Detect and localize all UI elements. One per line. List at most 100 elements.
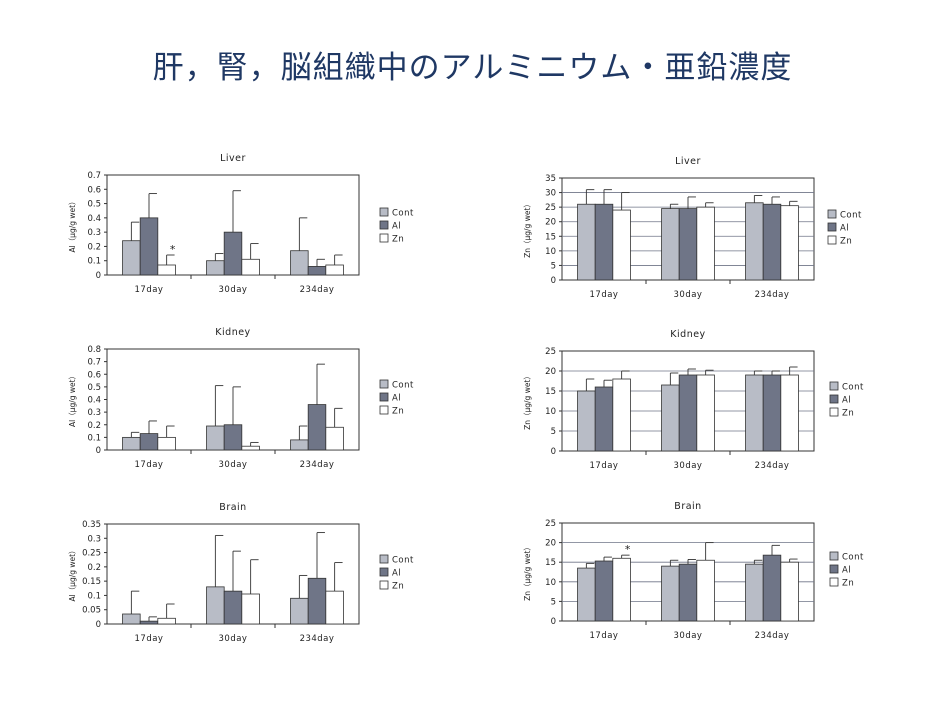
y-tick-label: 0.4 — [87, 396, 101, 406]
bar-cont-17day — [122, 613, 141, 625]
chart-title: Brain — [219, 502, 246, 513]
legend-label-al: Al — [840, 224, 849, 234]
bar-cont-234day — [290, 250, 309, 276]
bar-al-17day — [139, 620, 159, 625]
bar-al-17day — [139, 433, 159, 451]
y-axis-label: Al（μg/g wet） — [68, 197, 77, 252]
bar-cont-30day — [206, 260, 225, 276]
y-tick-label: 0.5 — [87, 200, 101, 210]
legend-swatch-cont — [379, 554, 389, 564]
legend-swatch-cont — [379, 379, 389, 389]
y-tick-label: 10 — [545, 578, 556, 588]
chart-brain-zn: Brain 0 5 10 15 20 25 Zn（μg/g wet） 17day 30day 234… — [523, 501, 864, 641]
bar-zn-17day — [612, 557, 631, 622]
legend-label-cont: Cont — [842, 383, 864, 393]
y-axis-label: Al（μg/g wet） — [68, 546, 77, 601]
bar-zn-30day — [696, 206, 715, 281]
y-tick-label: 0.7 — [87, 171, 101, 181]
x-tick-label: 30day — [674, 461, 703, 471]
y-tick-label: 0.3 — [87, 534, 101, 544]
bar-zn-17day — [612, 378, 631, 452]
legend-label-al: Al — [392, 222, 401, 232]
y-tick-label: 0.15 — [82, 577, 101, 587]
y-tick-label: 15 — [545, 387, 556, 397]
significance-marker: * — [625, 543, 631, 556]
y-tick-label: 0.8 — [87, 345, 101, 355]
y-tick-label: 5 — [551, 597, 556, 607]
legend-swatch-al — [379, 220, 389, 230]
legend-label-cont: Cont — [392, 556, 414, 566]
bar-al-234day — [307, 404, 327, 451]
bar-zn-234day — [325, 264, 344, 276]
y-tick-label: 0 — [551, 447, 556, 457]
bar-zn-17day — [157, 264, 176, 276]
bar-zn-234day — [325, 590, 344, 625]
legend-label-al: Al — [842, 396, 851, 406]
y-tick-label: 5 — [551, 261, 556, 271]
significance-marker: * — [170, 243, 176, 256]
chart-liver-al: Liver 0 0.1 0.2 0.3 0.4 0.5 0.6 0.7 Al（μg/g wet） 1… — [68, 153, 414, 295]
bar-al-234day — [762, 203, 782, 281]
y-tick-label: 15 — [545, 558, 556, 568]
x-tick-label: 30day — [219, 285, 248, 295]
chart-brain-al: Brain 0 0.05 0.1 0.15 0.2 0.25 0.3 0.35 Al（μg/g w… — [68, 502, 414, 644]
bar-cont-17day — [122, 240, 141, 276]
bar-cont-234day — [290, 597, 309, 625]
x-tick-label: 234day — [300, 460, 335, 470]
x-tick-label: 30day — [674, 631, 703, 641]
legend-label-al: Al — [392, 569, 401, 579]
x-tick-label: 17day — [135, 460, 164, 470]
legend-swatch-zn — [829, 407, 839, 417]
y-tick-label: 0 — [96, 446, 101, 456]
bar-zn-234day — [780, 374, 799, 452]
chart-title: Brain — [674, 501, 701, 512]
y-tick-label: 5 — [551, 427, 556, 437]
bar-cont-17day — [577, 390, 596, 452]
x-tick-label: 17day — [590, 631, 619, 641]
bar-zn-30day — [241, 445, 260, 451]
legend-swatch-zn — [379, 233, 389, 243]
x-tick-label: 234day — [755, 461, 790, 471]
bar-al-30day — [678, 374, 698, 452]
legend-swatch-zn — [379, 405, 389, 415]
x-tick-label: 30day — [219, 634, 248, 644]
legend-label-cont: Cont — [840, 211, 862, 221]
legend-label-zn: Zn — [842, 409, 854, 419]
bar-al-30day — [223, 231, 243, 276]
x-tick-label: 17day — [135, 634, 164, 644]
legend-swatch-zn — [827, 235, 837, 245]
x-tick-label: 234day — [300, 285, 335, 295]
legend-swatch-zn — [829, 577, 839, 587]
chart-title: Liver — [675, 156, 701, 167]
y-tick-label: 0.2 — [87, 563, 101, 573]
chart-title: Kidney — [215, 327, 250, 338]
bar-zn-30day — [696, 559, 715, 622]
legend-label-zn: Zn — [842, 579, 854, 589]
bar-cont-234day — [745, 563, 764, 622]
bar-al-234day — [762, 554, 782, 622]
legend-label-zn: Zn — [392, 582, 404, 592]
y-tick-label: 0.2 — [87, 242, 101, 252]
bar-al-17day — [594, 203, 614, 281]
y-tick-label: 0.5 — [87, 383, 101, 393]
x-tick-label: 17day — [590, 290, 619, 300]
y-tick-label: 0.1 — [87, 257, 101, 267]
legend-label-cont: Cont — [842, 553, 864, 563]
chart-kidney-al: Kidney 0 0.1 0.2 0.3 0.4 0.5 0.6 0.7 0.8 Al（μg/g w… — [68, 327, 414, 470]
bar-zn-17day — [157, 436, 176, 451]
chart-title: Kidney — [670, 329, 705, 340]
bar-cont-234day — [745, 202, 764, 281]
y-tick-label: 0.05 — [82, 606, 101, 616]
bar-al-30day — [678, 208, 698, 281]
legend-swatch-al — [379, 567, 389, 577]
legend-label-al: Al — [392, 394, 401, 404]
y-tick-label: 15 — [545, 232, 556, 242]
chart-liver-zn: Liver 0 5 10 15 20 25 30 35 Zn（μg/g wet） 17day 30da… — [523, 156, 862, 300]
y-tick-label: 10 — [545, 407, 556, 417]
x-tick-label: 234day — [300, 634, 335, 644]
bar-cont-30day — [661, 208, 680, 281]
y-tick-label: 0.3 — [87, 228, 101, 238]
y-tick-label: 35 — [545, 174, 556, 184]
legend-label-cont: Cont — [392, 209, 414, 219]
x-tick-label: 17day — [590, 461, 619, 471]
